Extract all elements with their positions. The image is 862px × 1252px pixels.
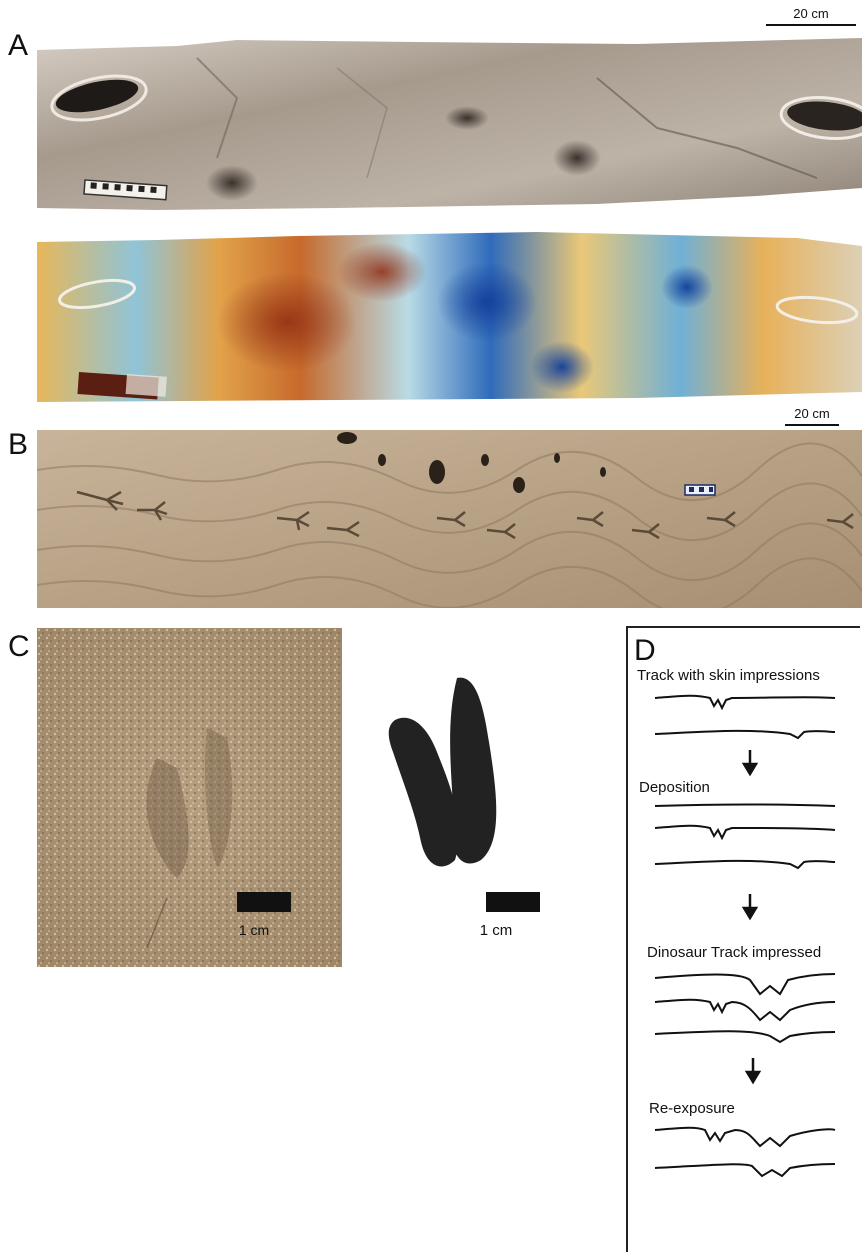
height-map-slab-image (37, 232, 862, 404)
stratigraphy-cross-sections (640, 690, 850, 1180)
footprint-outline-drawing (385, 672, 505, 872)
scale-bar-a (766, 24, 856, 26)
step-label-deposition: Deposition (639, 779, 710, 796)
scale-label-b: 20 cm (794, 406, 830, 421)
modern-bird-trackway-photo (37, 430, 862, 608)
sand-footprint-photo (37, 628, 342, 967)
panel-letter-c: C (8, 630, 30, 663)
photo-scale-bar (237, 892, 291, 912)
process-diagram-frame (626, 626, 860, 1252)
step-label-re-exposure: Re-exposure (649, 1100, 735, 1117)
step-label-track-with-skin-impressions: Track with skin impressions (637, 667, 820, 684)
drawing-scale-bar (486, 892, 540, 912)
panel-letter-b: B (8, 428, 29, 461)
scale-label-a: 20 cm (793, 6, 829, 21)
photogrammetry-slab-image (37, 38, 862, 213)
photo-scale-label: 1 cm (238, 922, 270, 938)
panel-letter-a: A (8, 29, 29, 62)
panel-letter-d: D (634, 634, 656, 667)
drawing-scale-label: 1 cm (479, 922, 513, 939)
scale-bar-b (785, 424, 839, 426)
step-label-dinosaur-track-impressed: Dinosaur Track impressed (647, 944, 822, 961)
